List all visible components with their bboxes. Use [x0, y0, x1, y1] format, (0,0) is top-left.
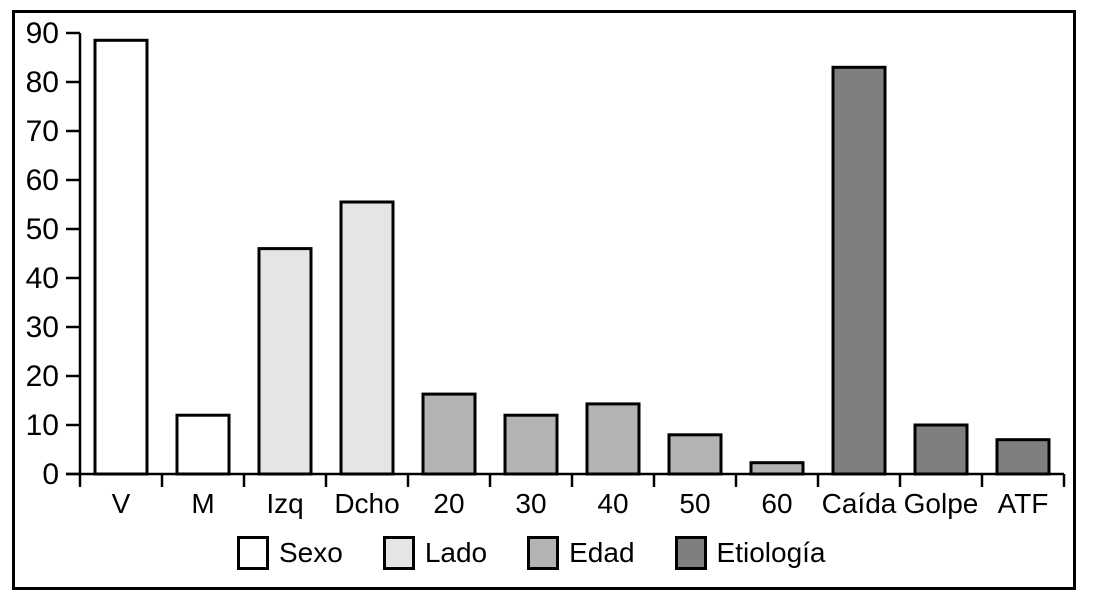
y-tick-label: 50 [26, 213, 59, 246]
bar-chart-svg: 0 10 20 30 40 50 60 70 80 90 V M Izq Dcho 20 30 40 50 60 Ca… [26, 17, 1066, 519]
x-category-label: Izq [266, 488, 303, 519]
y-tick-label: 30 [26, 311, 59, 344]
chart-legend: Sexo Lado Edad Etiología [237, 536, 826, 570]
bar-40 [585, 402, 641, 476]
y-tick-label: 10 [26, 409, 59, 442]
x-category-label: 20 [433, 488, 464, 519]
bar-Izq [257, 247, 313, 476]
x-category-label: 50 [679, 488, 710, 519]
y-tick-label: 20 [26, 360, 59, 393]
legend-item-edad: Edad [527, 536, 635, 570]
legend-swatch-sexo [237, 536, 269, 570]
x-category-label: 40 [597, 488, 628, 519]
legend-swatch-edad [527, 536, 560, 570]
legend-label: Etiología [716, 537, 826, 568]
x-category-label: Caída [822, 488, 897, 519]
legend-item-etiología: Etiología [674, 536, 826, 570]
x-category-label: Dcho [334, 488, 399, 519]
legend-label: Sexo [279, 537, 343, 568]
x-category-label: Golpe [904, 488, 979, 519]
y-tick-label: 80 [26, 66, 59, 99]
y-tick-label: 40 [26, 262, 59, 295]
x-category-label: 30 [515, 488, 546, 519]
legend-item-sexo: Sexo [237, 536, 343, 570]
bar-60 [749, 461, 805, 476]
y-tick-label: 60 [26, 164, 59, 197]
y-tick-label: 90 [26, 17, 59, 50]
x-category-label: V [112, 488, 131, 519]
legend-swatch-etiología [674, 536, 707, 570]
bar-Dcho [339, 200, 395, 476]
y-tick-label: 70 [26, 115, 59, 148]
x-category-label: M [191, 488, 214, 519]
bar-Caída [831, 65, 887, 476]
bar-V [93, 38, 149, 476]
bar-ATF [995, 438, 1051, 476]
legend-item-lado: Lado [382, 536, 488, 570]
bar-20 [421, 392, 477, 476]
y-tick-label: 0 [42, 458, 59, 491]
figure-frame: 0 10 20 30 40 50 60 70 80 90 V M Izq Dcho 20 30 40 50 60 Ca… [12, 10, 1076, 590]
legend-swatch-lado [382, 536, 415, 570]
legend-label: Lado [424, 537, 488, 568]
x-category-label: ATF [998, 488, 1049, 519]
legend-label: Edad [569, 537, 635, 568]
bar-50 [667, 433, 723, 476]
bar-M [175, 413, 231, 476]
x-category-label: 60 [761, 488, 792, 519]
bar-30 [503, 413, 559, 476]
bar-Golpe [913, 423, 969, 476]
